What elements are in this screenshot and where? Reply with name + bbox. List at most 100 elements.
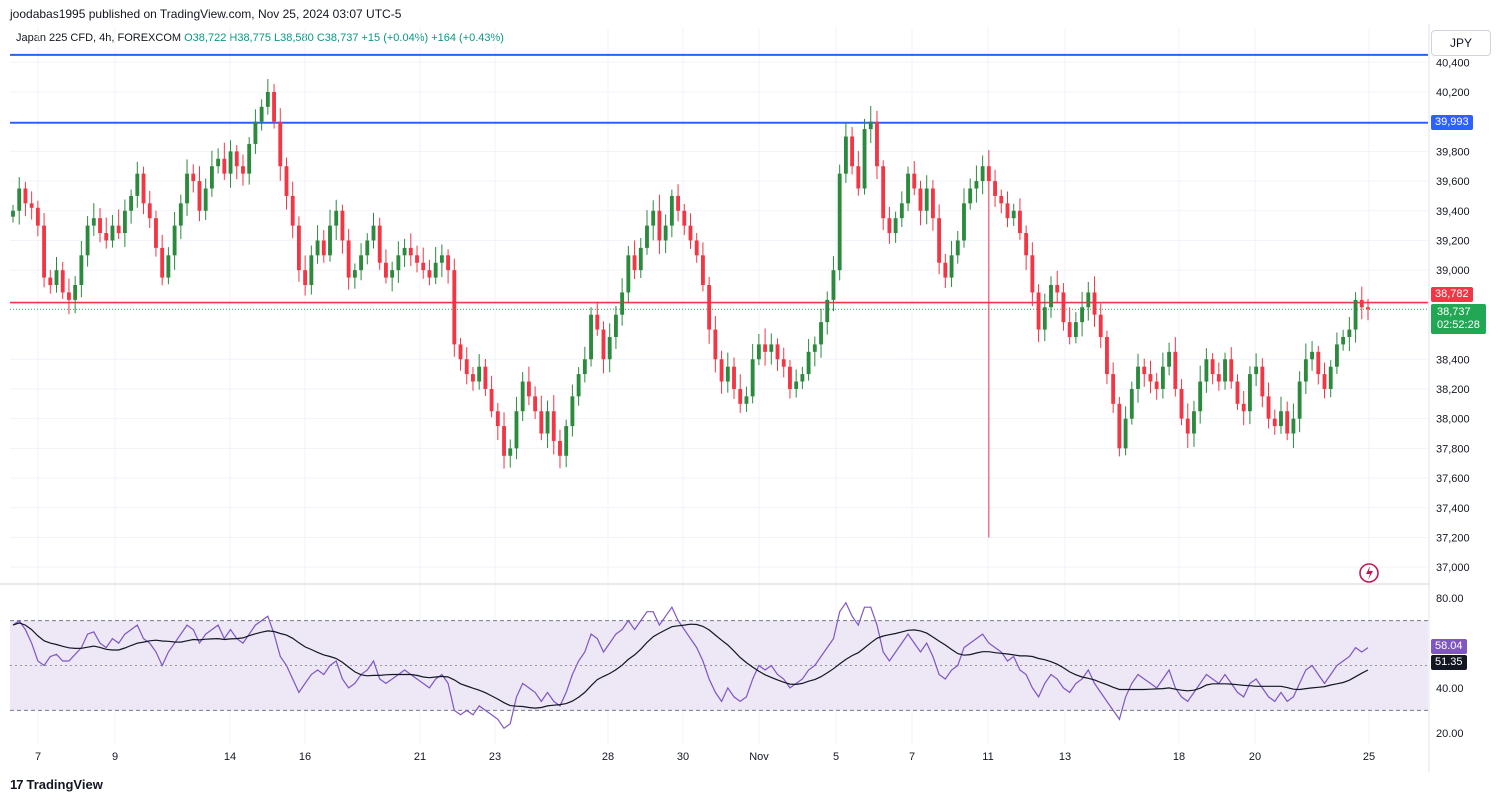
candle-body xyxy=(1192,411,1196,434)
candle-body xyxy=(906,173,910,204)
candle-body xyxy=(1111,374,1116,404)
candle-body xyxy=(185,173,189,204)
candle-body xyxy=(1266,396,1271,419)
level-tag-red: 38,782 xyxy=(1431,287,1473,302)
candle-body xyxy=(390,270,395,278)
candle-body xyxy=(1328,366,1333,389)
candle-body xyxy=(899,203,904,219)
candle-body xyxy=(756,344,761,360)
candle-body xyxy=(551,411,556,441)
candle-body xyxy=(576,374,581,397)
candle-body xyxy=(1297,381,1302,419)
candle-body xyxy=(247,143,252,174)
candle-body xyxy=(384,262,388,278)
candle-body xyxy=(421,262,426,271)
candle-body xyxy=(613,314,618,337)
candle-body xyxy=(732,366,736,389)
candle-body xyxy=(222,158,227,174)
candle-body xyxy=(464,359,469,375)
candle-body xyxy=(1142,366,1147,375)
candle-body xyxy=(632,255,637,271)
candle-body xyxy=(663,225,668,241)
candle-body xyxy=(1105,336,1109,375)
candle-body xyxy=(1303,359,1308,382)
symbol-legend: Japan 225 CFD, 4h, FOREXCOM O38,722 H38,… xyxy=(16,32,504,44)
candle-body xyxy=(91,218,96,226)
candle-body xyxy=(48,277,53,286)
candle-body xyxy=(290,195,295,226)
candle-body xyxy=(1235,381,1240,404)
candle-body xyxy=(893,218,898,234)
candle-body xyxy=(980,166,985,182)
publisher-line: joodabas1995 published on TradingView.co… xyxy=(10,7,402,21)
time-tick-label: 13 xyxy=(1059,751,1071,763)
candle-body xyxy=(1322,374,1327,389)
candle-body xyxy=(377,225,382,263)
alert-icon[interactable] xyxy=(1359,563,1379,583)
candle-body xyxy=(682,210,687,226)
candle-body xyxy=(129,195,134,211)
candle-body xyxy=(601,329,606,360)
candle-body xyxy=(371,225,376,241)
candle-body xyxy=(533,396,538,412)
candle-body xyxy=(446,255,451,271)
candle-body xyxy=(918,188,923,211)
candle-body xyxy=(1080,307,1085,323)
candle-body xyxy=(1310,351,1314,360)
candle-body xyxy=(116,225,121,234)
candle-body xyxy=(868,121,873,130)
candle-body xyxy=(1291,418,1296,434)
candle-body xyxy=(520,381,525,412)
tradingview-brand[interactable]: 17 TradingView xyxy=(10,777,103,792)
candle-body xyxy=(676,195,680,211)
candle-body xyxy=(881,166,886,219)
candle-body xyxy=(1017,210,1022,234)
tradingview-logo-icon: 17 xyxy=(10,777,24,792)
candle-body xyxy=(775,344,780,360)
candle-body xyxy=(471,374,475,382)
candle-body xyxy=(993,181,997,196)
candle-body xyxy=(265,91,270,107)
candle-body xyxy=(234,151,239,167)
candle-body xyxy=(570,396,575,427)
candle-body xyxy=(688,225,693,241)
rsi-value-tag: 58.04 xyxy=(1431,639,1467,654)
candle-body xyxy=(284,166,289,196)
candle-body xyxy=(1204,359,1209,382)
last-price-value: 38,737 xyxy=(1437,306,1471,318)
candle-body xyxy=(315,240,320,256)
rsi-ma-line xyxy=(12,622,1369,709)
candle-body xyxy=(160,247,165,278)
candle-body xyxy=(744,396,749,404)
candle-body xyxy=(694,240,699,256)
time-tick-label: 5 xyxy=(833,751,839,763)
currency-selector[interactable]: JPY xyxy=(1431,30,1491,56)
candle-body xyxy=(812,344,817,352)
rsi-line xyxy=(12,601,1369,730)
price-tick-label: 39,600 xyxy=(1436,176,1470,188)
candle-body xyxy=(719,359,724,382)
candle-body xyxy=(999,195,1004,204)
candle-body xyxy=(1042,307,1047,330)
candle-body xyxy=(769,344,774,352)
time-tick-label: 9 xyxy=(112,751,118,763)
candle-body xyxy=(1036,292,1041,330)
candle-body xyxy=(495,411,500,427)
candle-body xyxy=(1285,411,1290,434)
candle-body xyxy=(1049,285,1053,308)
candle-body xyxy=(346,240,351,278)
candle-body xyxy=(701,255,705,286)
candle-body xyxy=(607,336,612,360)
candle-body xyxy=(1160,366,1165,389)
time-tick-label: 21 xyxy=(414,751,426,763)
candle-body xyxy=(98,218,102,234)
candle-body xyxy=(930,188,935,219)
candle-body xyxy=(620,292,625,315)
candle-body xyxy=(669,195,674,226)
candle-body xyxy=(564,426,569,456)
time-tick-label: 30 xyxy=(677,751,689,763)
candle-body xyxy=(1366,307,1370,310)
candle-body xyxy=(408,247,413,256)
candle-body xyxy=(582,359,587,375)
